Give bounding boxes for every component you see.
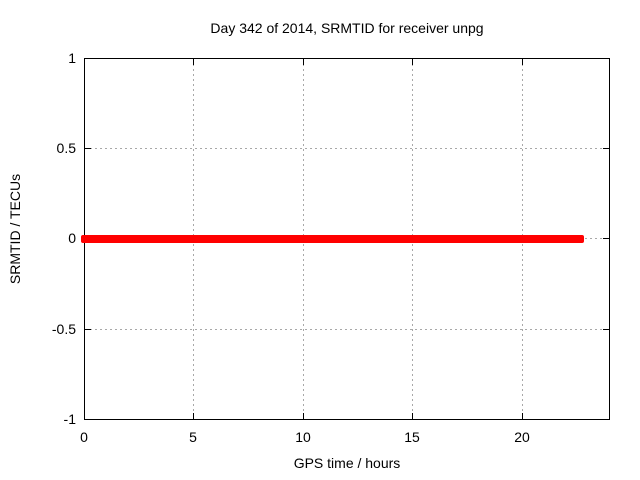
tickmark-bottom-x-10 (303, 413, 304, 419)
tickmark-left-y-0.5 (85, 148, 91, 149)
xtick-label-0: 0 (80, 429, 88, 445)
ytick-label-1: 1 (68, 50, 76, 66)
gridline-y-0.5 (85, 148, 609, 149)
ytick-label--1: -1 (63, 411, 76, 427)
tickmark-top-x-15 (412, 59, 413, 65)
ytick-label--0.5: -0.5 (51, 321, 76, 337)
tickmark-bottom-x-15 (412, 413, 413, 419)
xtick-label-5: 5 (189, 429, 197, 445)
xtick-label-10: 10 (295, 429, 311, 445)
plot-area (81, 58, 610, 420)
tickmark-top-x-5 (193, 59, 194, 65)
gridline-y--0.5 (85, 329, 609, 330)
xtick-label-15: 15 (404, 429, 420, 445)
ytick-label-0: 0 (68, 230, 76, 246)
xtick-label-20: 20 (514, 429, 530, 445)
ytick-label-0.5: 0.5 (56, 140, 76, 156)
tickmark-bottom-x-5 (193, 413, 194, 419)
tickmark-bottom-x-20 (522, 413, 523, 419)
tickmark-top-x-20 (522, 59, 523, 65)
tickmark-right-y-0 (603, 238, 609, 239)
series-srmtid-line (81, 235, 584, 243)
tickmark-right-y--0.5 (603, 329, 609, 330)
y-axis-label: SRMTID / TECUs (7, 173, 23, 285)
tickmark-left-y--0.5 (85, 329, 91, 330)
tickmark-right-y-0.5 (603, 148, 609, 149)
tickmark-top-x-10 (303, 59, 304, 65)
x-axis-label: GPS time / hours (293, 455, 401, 471)
chart-title: Day 342 of 2014, SRMTID for receiver unp… (210, 20, 484, 36)
